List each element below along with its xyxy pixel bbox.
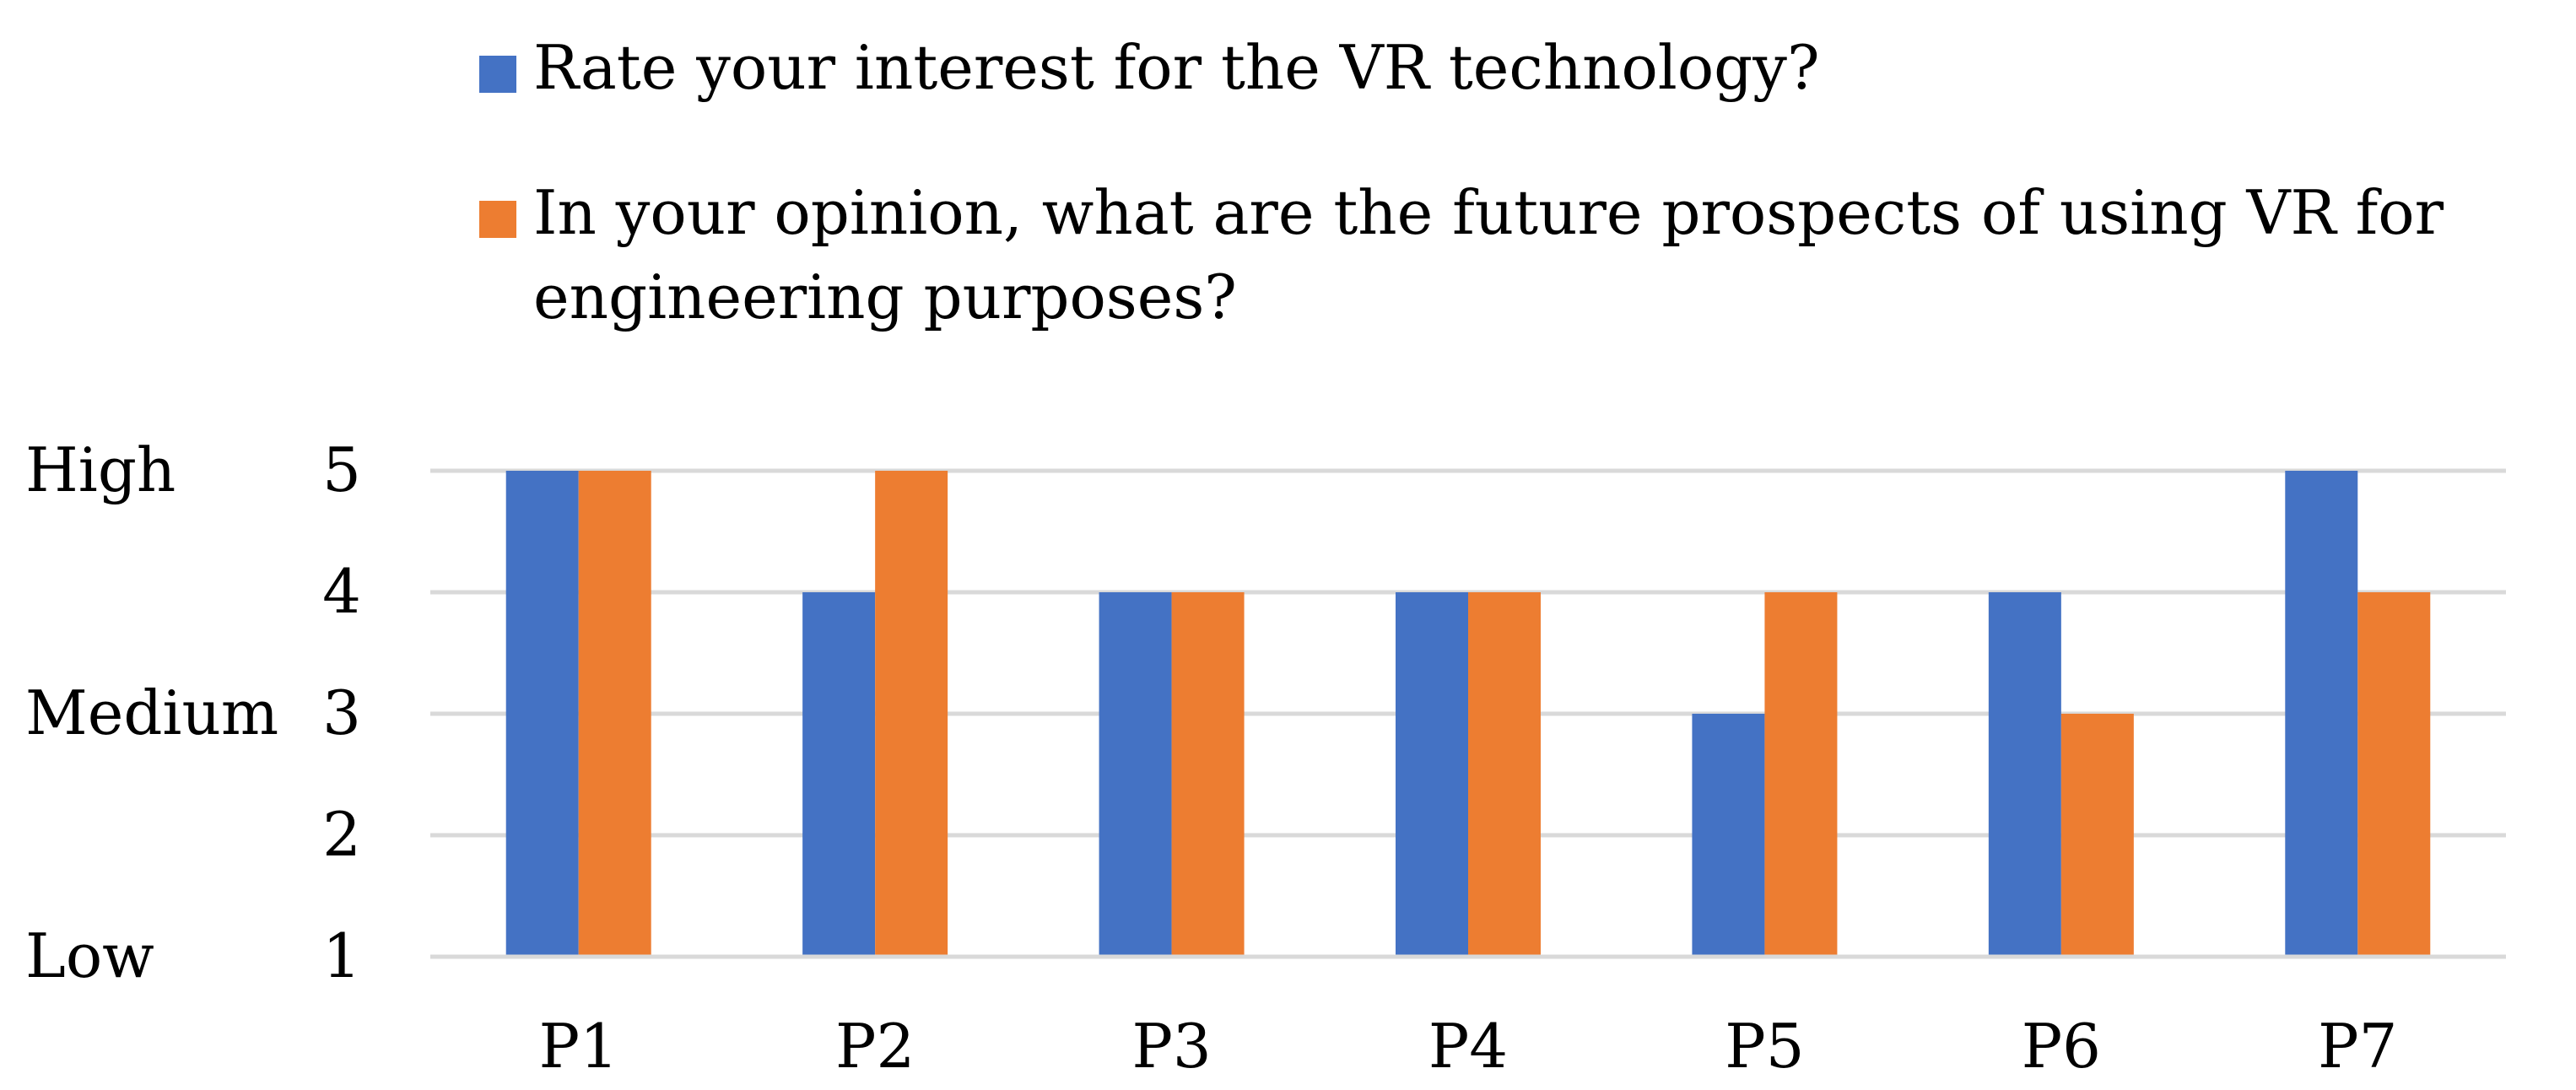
legend-item-prospects: In your opinion, what are the future pro…: [473, 170, 2498, 339]
x-tick-p7: P7: [2318, 1011, 2397, 1082]
y-tick-2: 2: [322, 799, 361, 870]
y-tick-1: 1: [322, 920, 361, 991]
bar-p4-series-1: [1396, 592, 1468, 957]
bar-p1-series-2: [578, 471, 651, 957]
bar-p3-series-1: [1099, 592, 1172, 957]
bar-p2-series-1: [802, 592, 876, 957]
bar-p6-series-1: [1988, 592, 2061, 957]
bar-p6-series-2: [2060, 714, 2134, 957]
legend-item-interest: Rate your interest for the VR technology…: [473, 25, 2498, 110]
legend-label-prospects: In your opinion, what are the future pro…: [533, 177, 2444, 332]
y-level-low: Low: [25, 920, 154, 991]
bar-p7-series-1: [2285, 471, 2358, 957]
legend-label-interest: Rate your interest for the VR technology…: [533, 32, 1820, 103]
bar-p2-series-2: [875, 471, 948, 957]
x-tick-p6: P6: [2022, 1011, 2101, 1082]
x-tick-p3: P3: [1131, 1011, 1211, 1082]
y-tick-4: 4: [322, 556, 361, 627]
bar-p7-series-2: [2357, 592, 2431, 957]
y-level-high: High: [25, 434, 176, 505]
bar-p4-series-2: [1468, 592, 1541, 957]
y-tick-5: 5: [322, 434, 361, 505]
x-tick-p2: P2: [835, 1011, 915, 1082]
bar-p1-series-1: [505, 471, 579, 957]
legend-swatch-prospects: [479, 201, 516, 238]
bar-p5-series-2: [1764, 592, 1838, 957]
x-tick-p4: P4: [1428, 1011, 1508, 1082]
x-tick-p1: P1: [539, 1011, 618, 1082]
x-tick-p5: P5: [1725, 1011, 1804, 1082]
bar-p3-series-2: [1171, 592, 1245, 957]
legend-swatch-interest: [479, 56, 516, 93]
y-tick-3: 3: [322, 677, 361, 748]
y-level-medium: Medium: [25, 677, 278, 748]
legend: Rate your interest for the VR technology…: [473, 25, 2498, 400]
bar-p5-series-1: [1692, 714, 1765, 957]
